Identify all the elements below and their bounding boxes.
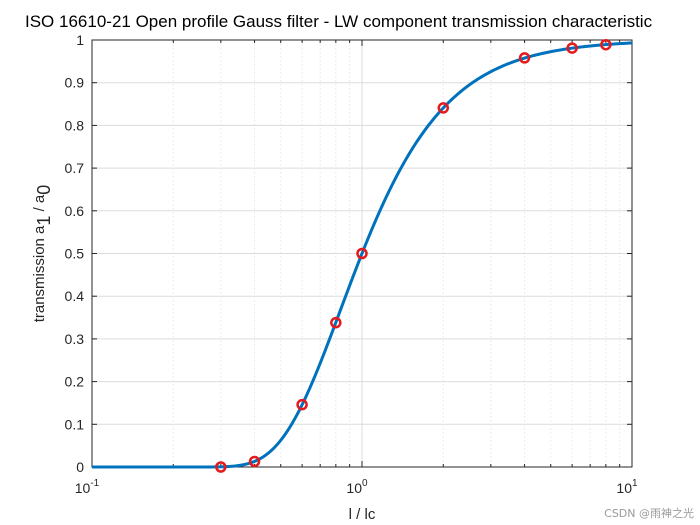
y-label-sub1: 1	[34, 216, 54, 226]
data-marker	[566, 42, 578, 54]
data-marker	[600, 38, 612, 51]
transmission-curve	[92, 41, 633, 469]
data-marker	[518, 52, 531, 64]
x-tick-label: 100	[346, 478, 368, 496]
x-tick-exponent: 0	[362, 478, 368, 489]
y-tick-label: 0.8	[65, 117, 85, 133]
y-label-main: transmission a	[31, 225, 48, 322]
y-tick-label: 0.3	[65, 331, 85, 347]
y-tick-label: 0.7	[65, 160, 85, 176]
x-axis-label: l / lc	[349, 506, 376, 523]
y-axis-label: transmission a1 / a0	[31, 185, 54, 323]
chart-title: ISO 16610-21 Open profile Gauss filter -…	[25, 12, 653, 31]
y-tick-label: 1	[76, 32, 84, 48]
data-markers	[215, 38, 612, 473]
y-tick-label: 0.9	[65, 75, 85, 91]
x-tick-label: 10-1	[75, 478, 100, 496]
y-tick-label: 0	[76, 459, 84, 475]
y-tick-label: 0.4	[65, 288, 85, 304]
x-tick-exponent: 1	[632, 478, 638, 489]
y-label-sep: / a	[31, 194, 48, 216]
data-marker	[330, 316, 342, 329]
x-tick-exponent: -1	[90, 478, 99, 489]
data-marker	[437, 102, 450, 114]
y-tick-label: 0.2	[65, 374, 85, 390]
watermark: CSDN @雨神之光	[604, 507, 694, 520]
y-tick-label: 0.6	[65, 203, 85, 219]
data-marker	[215, 461, 227, 473]
data-marker	[356, 247, 368, 260]
y-tick-label: 0.5	[65, 246, 85, 262]
y-tick-label: 0.1	[65, 416, 85, 432]
y-label-sub0: 0	[34, 185, 54, 195]
data-marker	[248, 455, 261, 468]
x-tick-label: 101	[616, 478, 638, 496]
data-marker	[296, 398, 308, 411]
